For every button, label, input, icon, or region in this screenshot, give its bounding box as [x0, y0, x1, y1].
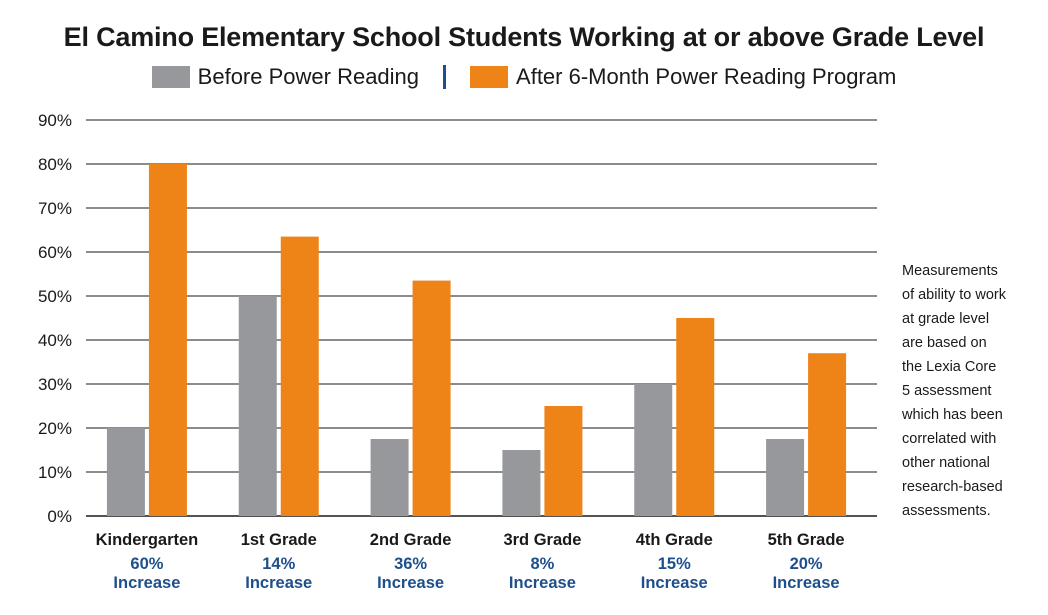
- y-tick-label: 10%: [38, 463, 72, 482]
- increase-text-label: Increase: [509, 574, 576, 592]
- bar-before: [106, 428, 145, 516]
- increase-text-label: Increase: [245, 574, 312, 592]
- y-tick-label: 30%: [38, 375, 72, 394]
- bar-after: [412, 280, 451, 516]
- increase-value-label: 60%: [130, 555, 163, 573]
- bar-after: [808, 353, 847, 516]
- y-tick-label: 0%: [47, 507, 72, 526]
- side-note: Measurements of ability to work at grade…: [902, 263, 1006, 519]
- bar-after: [280, 236, 319, 516]
- legend-swatch-before: [151, 66, 190, 88]
- increase-value-label: 8%: [530, 555, 554, 573]
- increase-value-label: 36%: [394, 555, 427, 573]
- legend-label-after: After 6-Month Power Reading Program: [516, 64, 897, 89]
- y-tick-label: 70%: [38, 199, 72, 218]
- y-tick-label: 40%: [38, 331, 72, 350]
- y-tick-label: 20%: [38, 419, 72, 438]
- x-tick-label: 4th Grade: [636, 531, 713, 549]
- y-tick-label: 90%: [38, 111, 72, 130]
- x-tick-label: 5th Grade: [768, 531, 845, 549]
- legend-divider: [443, 65, 447, 89]
- increase-value-label: 20%: [790, 555, 823, 573]
- bar-before: [370, 439, 409, 516]
- increase-text-label: Increase: [773, 574, 840, 592]
- increase-text-label: Increase: [377, 574, 444, 592]
- bar-before: [634, 384, 673, 516]
- increase-value-label: 15%: [658, 555, 691, 573]
- y-tick-label: 60%: [38, 243, 72, 262]
- x-tick-label: 2nd Grade: [370, 531, 452, 549]
- x-tick-label: 1st Grade: [241, 531, 317, 549]
- legend-item-before: Before Power Reading: [151, 64, 420, 90]
- legend-item-after: After 6-Month Power Reading Program: [470, 64, 896, 90]
- increase-text-label: Increase: [641, 574, 708, 592]
- bar-before: [502, 450, 541, 516]
- y-tick-label: 80%: [38, 155, 72, 174]
- bar-after: [148, 164, 187, 516]
- bar-after: [676, 318, 715, 516]
- bar-after: [544, 406, 583, 516]
- y-tick-label: 50%: [38, 287, 72, 306]
- x-tick-label: Kindergarten: [96, 531, 199, 549]
- bar-before: [238, 296, 277, 516]
- legend-label-before: Before Power Reading: [197, 64, 420, 89]
- increase-text-label: Increase: [113, 574, 180, 592]
- legend-swatch-after: [470, 66, 509, 88]
- bar-before: [766, 439, 805, 516]
- legend: Before Power Reading After 6-Month Power…: [0, 64, 1048, 90]
- increase-value-label: 14%: [262, 555, 295, 573]
- x-tick-label: 3rd Grade: [503, 531, 581, 549]
- chart-title: El Camino Elementary School Students Wor…: [63, 22, 985, 52]
